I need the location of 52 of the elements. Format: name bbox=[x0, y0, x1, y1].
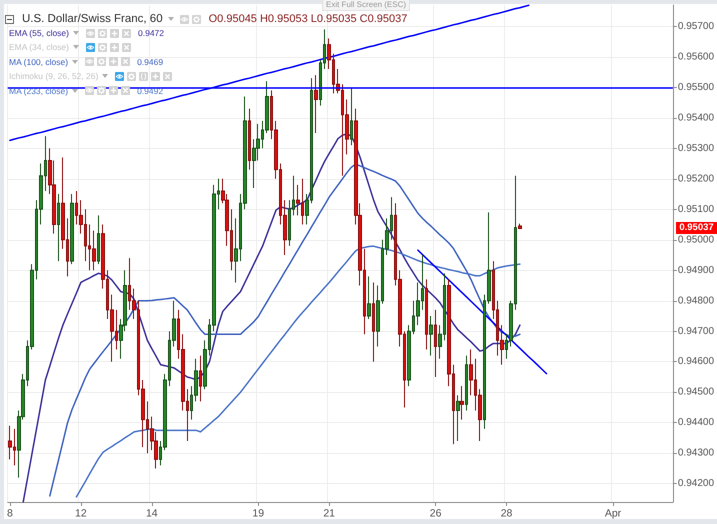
y-tick-label: 0.95500 bbox=[678, 82, 714, 93]
candlestick bbox=[248, 108, 251, 170]
candlestick bbox=[97, 214, 100, 265]
line-series bbox=[76, 245, 521, 498]
y-tick-label: 0.95600 bbox=[678, 51, 714, 62]
x-tick-label: 12 bbox=[75, 508, 87, 520]
x-tick-label: 21 bbox=[323, 508, 336, 520]
x-tick-label: 8 bbox=[6, 508, 13, 520]
text: MA (100, close) bbox=[9, 56, 68, 67]
y-tick-label: 0.95400 bbox=[678, 112, 714, 124]
candlestick bbox=[372, 282, 375, 362]
text: O0.95045 H0.95053 L0.95035 C0.95037 bbox=[208, 13, 408, 25]
candlestick bbox=[425, 278, 428, 350]
candlestick bbox=[465, 355, 468, 412]
candlestick bbox=[70, 194, 74, 265]
annotation: Ichimoku (9, 26, 52, 26) bbox=[9, 71, 98, 82]
y-tick-label: 0.95300 bbox=[678, 142, 714, 154]
candlestick bbox=[350, 86, 353, 146]
candlestick bbox=[460, 386, 464, 420]
y-tick-label: 0.95000 bbox=[678, 234, 714, 246]
candlestick bbox=[199, 355, 202, 402]
x-tick-label: 14 bbox=[146, 508, 158, 520]
text: 0.95037 bbox=[676, 222, 717, 234]
x-tick-label: 26 bbox=[430, 508, 442, 520]
y-tick-label: 0.94900 bbox=[678, 264, 714, 276]
y-tick-label: 0.94600 bbox=[678, 356, 714, 368]
y-tick-label: 0.94500 bbox=[678, 386, 714, 398]
y-tick-label: 0.95100 bbox=[678, 204, 714, 215]
annotation: 0.9472 bbox=[138, 28, 164, 38]
annotation: 0.9469 bbox=[137, 56, 164, 67]
annotation: EMA (34, close) bbox=[9, 42, 69, 52]
candlestick bbox=[314, 74, 318, 134]
y-tick-label: 0.94800 bbox=[678, 295, 714, 306]
x-tick-label: Apr bbox=[604, 508, 622, 520]
y-tick-label: 0.94300 bbox=[678, 448, 714, 459]
y-tick-label: 0.94700 bbox=[678, 326, 714, 337]
candlestick bbox=[367, 276, 371, 320]
candlestick bbox=[57, 194, 60, 262]
x-tick-label: 28 bbox=[500, 508, 513, 520]
y-tick-label: 0.94400 bbox=[678, 417, 714, 428]
y-tick-label: 0.95200 bbox=[678, 173, 714, 184]
annotation: Exit Full Screen (ESC) bbox=[322, 0, 410, 11]
candlestick bbox=[518, 223, 522, 230]
x-tick-label: 19 bbox=[252, 508, 264, 520]
y-tick-label: 0.94200 bbox=[678, 478, 714, 490]
line-series bbox=[417, 249, 548, 374]
candlestick bbox=[434, 309, 437, 378]
text: EMA (55, close) bbox=[9, 28, 69, 38]
y-tick-label: 0.95700 bbox=[678, 20, 714, 32]
text: U.S. Dollar/Swiss Franc, 60 bbox=[22, 13, 163, 25]
candlestick bbox=[456, 394, 460, 442]
candlestick bbox=[429, 316, 433, 356]
